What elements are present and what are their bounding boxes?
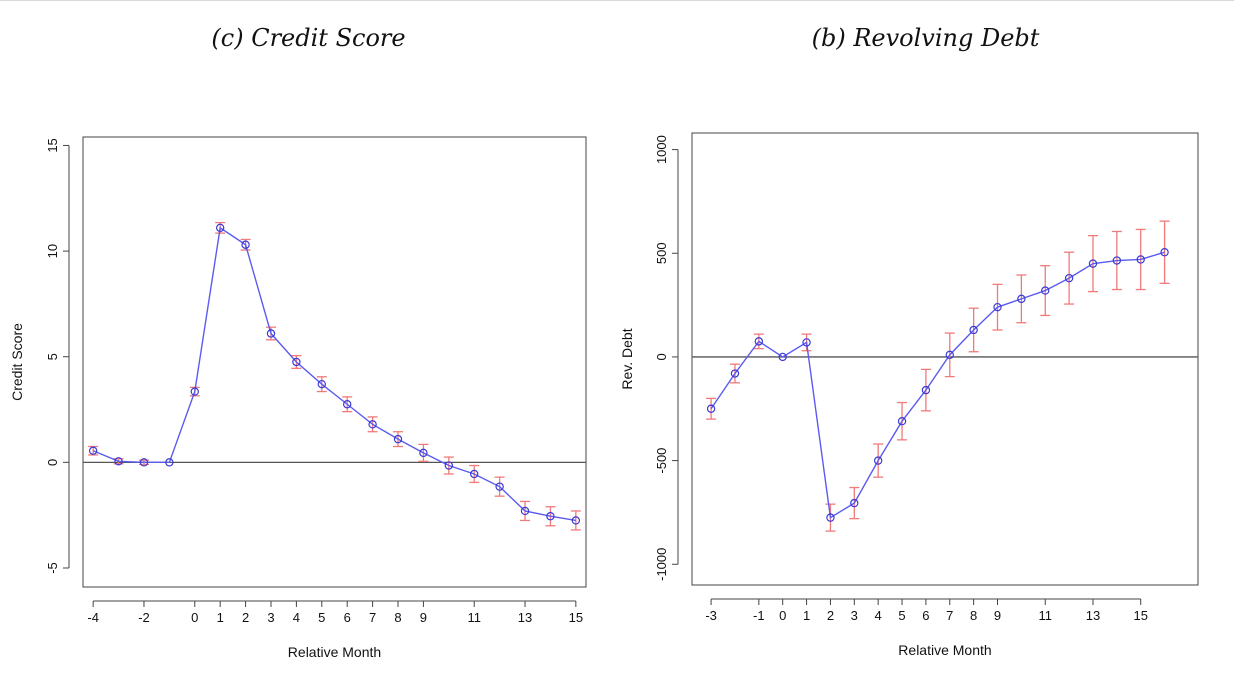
x-tick-label: 7	[369, 610, 376, 625]
data-point	[241, 240, 250, 249]
x-tick-label: 1	[217, 610, 224, 625]
y-axis-label: Rev. Debt	[619, 328, 635, 389]
x-tick-label: -2	[138, 610, 150, 625]
x-tick-label: 11	[1038, 608, 1052, 623]
x-tick-label: 2	[242, 610, 249, 625]
x-tick-label: 5	[318, 610, 325, 625]
x-tick-label: 8	[394, 610, 401, 625]
data-point	[470, 469, 479, 479]
data-point	[706, 404, 716, 413]
y-tick-label: -500	[654, 448, 669, 474]
credit-score-chart: -4 -2 0 1 2 3 4 5 6 7 8 9 11 13 15 -5 0 5 10 15 Relative Mon…	[9, 136, 587, 660]
data-point	[495, 482, 504, 491]
x-tick-label: 7	[946, 608, 953, 623]
x-tick-label: 2	[827, 608, 834, 623]
x-tick-label: 9	[994, 608, 1001, 623]
series-line	[92, 226, 576, 522]
credit-score-panel: (c) Credit Score -4 -2 0 1 2 3 4 5 6 7 8 9 11 13 15 -5 0…	[9, 24, 587, 660]
data-point	[1136, 255, 1145, 264]
y-tick-label: 5	[45, 353, 60, 360]
y-tick-label: -1000	[654, 548, 669, 581]
x-tick-label: 9	[420, 610, 427, 625]
data-point	[1041, 286, 1050, 295]
x-tick-label: 1	[803, 608, 810, 623]
data-point	[139, 458, 149, 467]
data-point	[873, 456, 883, 465]
data-point	[945, 350, 954, 360]
x-tick-label: 13	[1086, 608, 1100, 623]
data-point	[826, 513, 835, 522]
y-tick-label: 0	[654, 353, 669, 360]
y-tick-label: 0	[45, 459, 60, 466]
x-tick-label: 11	[467, 610, 481, 625]
x-axis-label: Relative Month	[288, 644, 381, 660]
y-axis-label: Credit Score	[9, 323, 25, 401]
x-tick-label: -1	[753, 608, 765, 623]
revolving-debt-chart: -3 -1 0 1 2 3 4 5 6 7 8 9 11 13 15 -1000 -500 0 500 1000 Rel…	[619, 132, 1199, 658]
x-tick-label: 4	[875, 608, 882, 623]
data-point	[114, 457, 123, 466]
revolving-debt-title: (b) Revolving Debt	[811, 24, 1040, 52]
credit-score-title: (c) Credit Score	[211, 24, 406, 52]
y-tick-label: 1000	[654, 135, 669, 164]
data-point	[215, 223, 225, 233]
plot-frame	[82, 136, 587, 588]
x-tick-label: 6	[344, 610, 351, 625]
data-point	[897, 417, 907, 426]
x-tick-label: 4	[293, 610, 300, 625]
x-tick-label: 3	[267, 610, 274, 625]
x-tick-label: 15	[1133, 608, 1147, 623]
x-tick-label: 0	[779, 608, 786, 623]
data-point	[88, 446, 98, 455]
data-point	[343, 400, 352, 409]
data-point	[266, 329, 276, 338]
y-tick-label: -5	[45, 562, 60, 574]
data-point	[393, 434, 403, 444]
data-point	[165, 458, 174, 467]
plot-frame	[691, 132, 1199, 586]
y-tick-label: 10	[45, 244, 60, 258]
data-point	[1088, 259, 1098, 268]
x-tick-label: 0	[191, 610, 198, 625]
top-divider	[0, 0, 1234, 1]
x-tick-label: -3	[705, 608, 717, 623]
data-point	[802, 338, 811, 347]
data-point	[754, 337, 764, 346]
data-point	[292, 357, 301, 367]
y-tick-label: 500	[654, 242, 669, 264]
x-tick-label: -4	[87, 610, 99, 625]
data-point	[1160, 248, 1169, 257]
data-point	[571, 516, 581, 525]
data-point	[778, 352, 787, 362]
x-tick-label: 6	[922, 608, 929, 623]
x-tick-label: 3	[851, 608, 858, 623]
x-tick-label: 5	[898, 608, 905, 623]
data-point	[969, 325, 978, 335]
data-point	[520, 506, 530, 516]
data-point	[444, 461, 454, 470]
data-point	[419, 448, 428, 458]
y-tick-label: 15	[45, 138, 60, 152]
data-point	[730, 369, 740, 378]
data-point	[1112, 256, 1122, 265]
data-point	[993, 302, 1002, 312]
x-axis-label: Relative Month	[898, 642, 991, 658]
x-tick-label: 8	[970, 608, 977, 623]
data-point	[921, 385, 931, 395]
x-tick-label: 13	[518, 610, 532, 625]
revolving-debt-panel: (b) Revolving Debt -3 -1 0 1 2 3 4 5 6 7 8 9 11 13 15-…	[617, 0, 1234, 686]
data-point	[368, 420, 377, 429]
data-point	[1064, 273, 1074, 283]
data-point	[1017, 294, 1026, 304]
data-point	[317, 379, 326, 389]
x-tick-label: 15	[569, 610, 583, 625]
data-point	[190, 387, 199, 396]
series-line	[710, 251, 1165, 519]
data-point	[546, 512, 555, 521]
data-point	[850, 498, 859, 508]
